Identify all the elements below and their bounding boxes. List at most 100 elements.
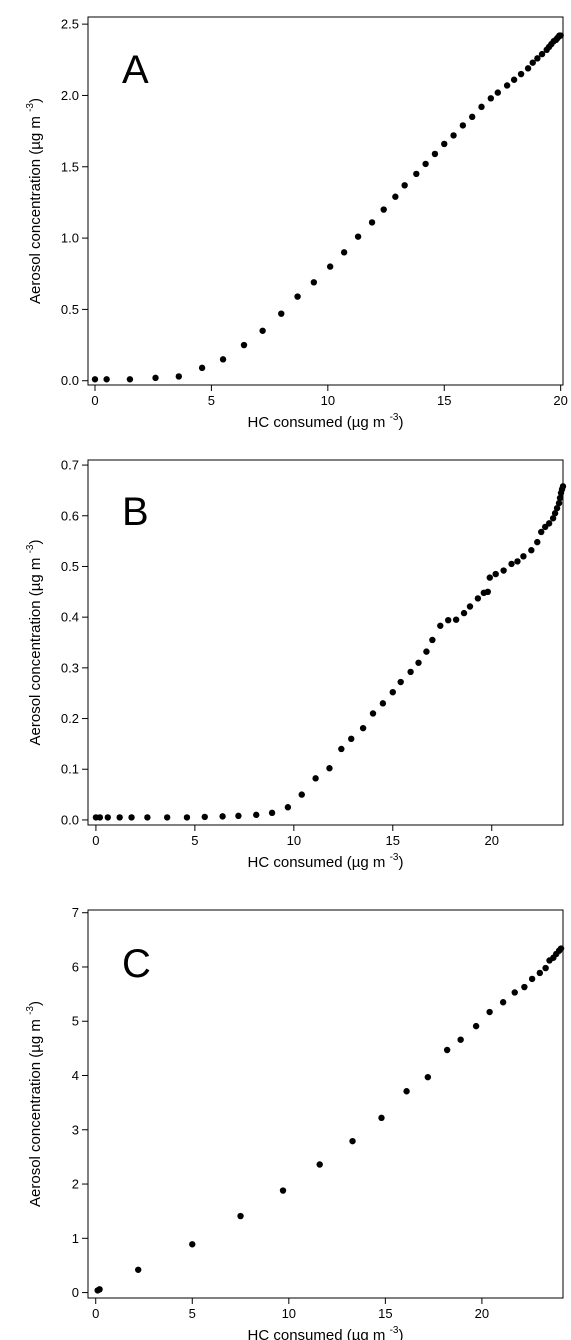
panel-b-data-point: [299, 791, 305, 797]
panel-c-x-tick-label: 10: [282, 1306, 296, 1321]
panel-b-data-point: [437, 623, 443, 629]
panel-c-data-point: [473, 1023, 479, 1029]
panel-a-plot-frame: [88, 17, 563, 385]
panel-b-data-point: [164, 814, 170, 820]
panel-b-data-point: [348, 736, 354, 742]
panel-b-data-point: [445, 617, 451, 623]
panel-b-data-point: [487, 574, 493, 580]
panel-a-y-tick-label: 0.0: [61, 373, 79, 388]
panel-c-y-tick-label: 6: [72, 959, 79, 974]
panel-a-data-point: [259, 328, 265, 334]
panel-c-data-point: [378, 1115, 384, 1121]
panel-b-data-point: [370, 710, 376, 716]
panel-b-data-point: [202, 814, 208, 820]
panel-a-data-point: [355, 233, 361, 239]
panel-c-data-point: [512, 989, 518, 995]
panel-b-y-tick-label: 0.2: [61, 711, 79, 726]
panel-a-x-tick-label: 10: [321, 393, 335, 408]
panel-a-data-point: [92, 376, 98, 382]
panel-c-data-point: [486, 1009, 492, 1015]
panel-a-data-point: [199, 365, 205, 371]
panel-c-data-point: [403, 1088, 409, 1094]
panel-a-y-tick-label: 1.0: [61, 231, 79, 246]
panel-a-y-tick-label: 2.0: [61, 88, 79, 103]
panel-a-data-point: [341, 249, 347, 255]
panel-a-data-point: [525, 65, 531, 71]
panel-a-data-point: [392, 194, 398, 200]
panel-b-x-tick-label: 10: [287, 833, 301, 848]
panel-a-x-tick-label: 5: [208, 393, 215, 408]
panel-c-y-tick-label: 5: [72, 1014, 79, 1029]
panel-a-data-point: [127, 376, 133, 382]
panel-c-data-point: [96, 1286, 102, 1292]
panel-a-data-point: [511, 77, 517, 83]
panel-b-data-point: [423, 648, 429, 654]
panel-a-data-point: [152, 375, 158, 381]
panel-c-y-tick-label: 7: [72, 905, 79, 920]
panel-b-data-point: [184, 814, 190, 820]
panel-a-data-point: [311, 279, 317, 285]
panel-b-data-point: [390, 689, 396, 695]
panel-c-data-point: [542, 965, 548, 971]
panel-a-panel-letter: A: [122, 48, 149, 92]
panel-b: 0 5 10 15 200.00.10.20.30.40.50.60.7HC consu…: [25, 458, 566, 871]
panel-b-y-tick-label: 0.3: [61, 660, 79, 675]
panel-c-y-tick-label: 1: [72, 1231, 79, 1246]
panel-b-y-tick-label: 0.6: [61, 508, 79, 523]
panel-c-panel-letter: C: [122, 942, 151, 986]
panel-a-data-point: [432, 151, 438, 157]
panel-c-x-tick-label: 0: [92, 1306, 99, 1321]
panel-b-data-point: [485, 589, 491, 595]
panel-b-data-point: [475, 595, 481, 601]
panel-c-data-point: [237, 1213, 243, 1219]
panel-c-x-tick-label: 15: [378, 1306, 392, 1321]
panel-a-data-point: [504, 82, 510, 88]
panel-a-data-point: [518, 71, 524, 77]
panel-b-data-point: [500, 567, 506, 573]
panel-a-data-point: [381, 206, 387, 212]
panel-b-data-point: [514, 558, 520, 564]
panel-a-data-point: [327, 263, 333, 269]
panel-a-data-point: [557, 32, 563, 38]
panel-b-data-point: [520, 553, 526, 559]
panel-c-y-tick-label: 3: [72, 1122, 79, 1137]
panel-b-data-point: [116, 814, 122, 820]
panel-b-data-point: [105, 814, 111, 820]
panel-b-data-point: [493, 571, 499, 577]
panel-a-x-tick-label: 15: [437, 393, 451, 408]
panel-c-y-tick-label: 0: [72, 1285, 79, 1300]
panel-a-data-point: [413, 171, 419, 177]
panel-a-y-axis-title: Aerosol concentration (µg m -3): [25, 98, 44, 304]
panel-a-data-point: [369, 219, 375, 225]
panel-b-data-point: [538, 529, 544, 535]
panel-a-x-axis-title: HC consumed (µg m -3): [248, 412, 404, 431]
panel-c-plot-frame: [88, 910, 563, 1298]
panel-c-x-axis-title: HC consumed (µg m -3): [248, 1325, 404, 1340]
panel-b-data-point: [235, 813, 241, 819]
panel-b-data-point: [360, 725, 366, 731]
panel-a-data-point: [401, 182, 407, 188]
panel-a-data-point: [495, 89, 501, 95]
panel-b-data-point: [97, 814, 103, 820]
panel-b-data-point: [285, 804, 291, 810]
panel-b-y-tick-label: 0.4: [61, 610, 79, 625]
panel-b-y-axis-title: Aerosol concentration (µg m -3): [25, 540, 44, 746]
panel-a-data-point: [241, 342, 247, 348]
panel-a-x-tick-label: 20: [553, 393, 567, 408]
panel-b-data-point: [560, 483, 566, 489]
panel-a-data-point: [469, 114, 475, 120]
panel-c-data-point: [425, 1074, 431, 1080]
panel-b-data-point: [546, 520, 552, 526]
panel-c-x-tick-label: 5: [189, 1306, 196, 1321]
panel-a-data-point: [450, 132, 456, 138]
panel-a-x-tick-label: 0: [91, 393, 98, 408]
panel-c: 0 5 10 15 20 0 1 2 3 4 5 6 7 HC consumed (µg m -3) Aer…: [25, 905, 564, 1340]
panel-b-data-point: [453, 616, 459, 622]
panel-b-plot-frame: [88, 460, 563, 825]
panel-b-data-point: [508, 561, 514, 567]
panel-b-data-point: [312, 775, 318, 781]
panel-b-data-point: [144, 814, 150, 820]
panel-b-data-point: [467, 603, 473, 609]
panel-c-data-point: [317, 1161, 323, 1167]
